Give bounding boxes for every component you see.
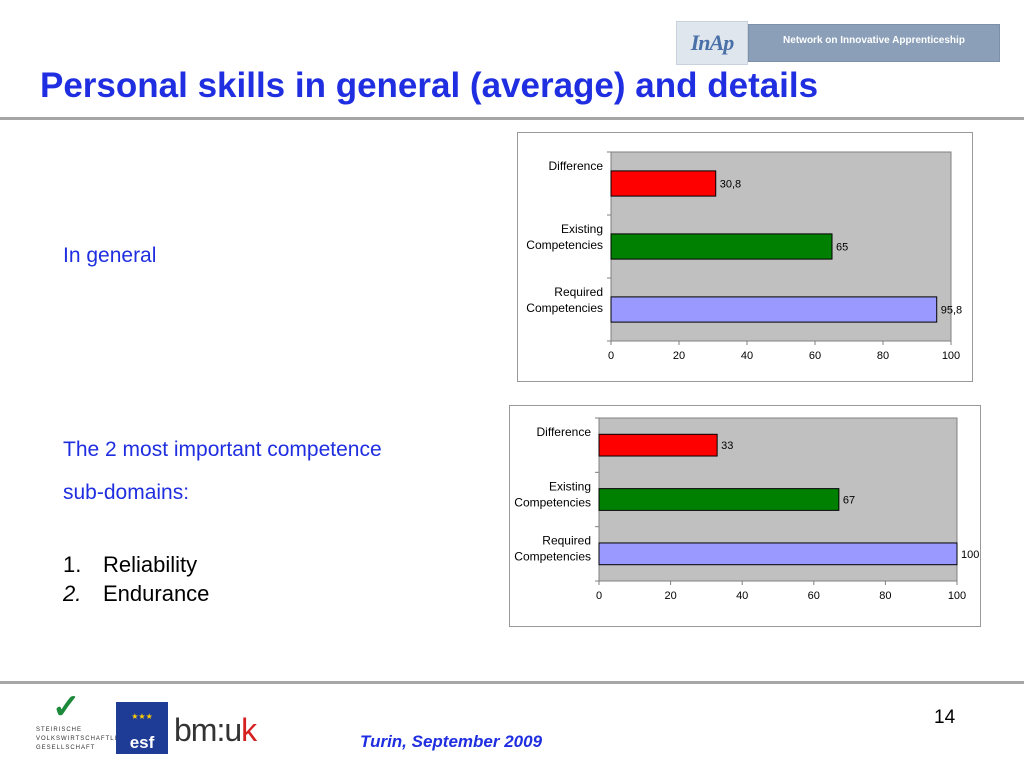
competence-subdomains-text: The 2 most important competence sub-doma… [63,428,448,514]
x-tick-label: 20 [664,590,676,602]
x-tick-label: 80 [877,350,889,362]
chart-svg: 30,8 Difference 65 Existing Competencies 95,8… [526,151,962,362]
data-label-0: 33 [721,440,733,452]
checkmark-icon: ✓ [52,688,81,726]
steirische-logo-text: STEIRISCHE VOLKSWIRTSCHAFTLICHE GESELLSC… [36,726,133,753]
esf-logo-text: esf [116,732,168,754]
steirische-line-2: VOLKSWIRTSCHAFTLICHE [36,736,133,742]
x-tick-label: 40 [736,590,748,602]
list-item: 2. Endurance [63,579,209,608]
x-tick-label: 100 [948,590,966,602]
bottom-divider [0,681,1024,684]
bar-0 [598,433,718,457]
bmuk-logo: bm:uk [174,712,257,749]
category-label-1: Existing Competencies [514,479,591,509]
network-banner-text: Network on Innovative Apprenticeship [783,35,965,46]
steirische-logo: ✓ STEIRISCHE VOLKSWIRTSCHAFTLICHE GESELL… [34,688,133,760]
data-label-1: 67 [843,495,855,507]
x-tick-label: 40 [741,350,753,362]
bar-2 [610,296,938,323]
in-general-label: In general [63,244,157,267]
bmuk-logo-k: k [241,712,257,748]
bar-1 [598,488,840,511]
data-label-0: 30,8 [720,179,741,191]
bar-1 [610,233,833,260]
list-item-number: 1. [63,552,82,577]
list-item-number: 2. [63,581,82,606]
category-label-0: Difference [537,425,592,439]
top-divider [0,117,1024,120]
chart-svg: 33 Difference 67 Existing Competencies 100 Req… [514,417,979,602]
x-tick-label: 0 [608,350,614,362]
x-tick-label: 80 [879,590,891,602]
list-item: 1. Reliability [63,550,209,579]
bar-2 [598,542,958,566]
category-label-1: Existing Competencies [526,222,603,252]
inap-logo: InAp [676,21,748,65]
inap-logo-text: InAp [690,30,734,55]
page-number: 14 [934,707,956,728]
steirische-line-3: GESELLSCHAFT [36,745,96,751]
list-item-label: Reliability [103,552,198,577]
x-tick-label: 60 [809,350,821,362]
data-label-1: 65 [836,242,848,254]
bmuk-logo-main: bm:u [174,712,242,748]
chart-subdomains: 33 Difference 67 Existing Competencies 100 Req… [509,405,981,627]
steirische-line-1: STEIRISCHE [36,727,83,733]
category-label-2: Required Competencies [526,285,603,315]
data-label-2: 100 [961,549,979,561]
data-label-2: 95,8 [941,305,962,317]
slide-title: Personal skills in general (average) and… [40,66,819,105]
chart-general: 30,8 Difference 65 Existing Competencies 95,8… [517,132,973,382]
competence-line-1: The 2 most important competence [63,438,382,461]
bar-0 [610,170,717,197]
x-tick-label: 0 [596,590,602,602]
list-item-label: Endurance [103,581,210,606]
x-tick-label: 60 [808,590,820,602]
category-label-2: Required Competencies [514,534,591,564]
competence-line-2: sub-domains: [63,481,190,504]
x-tick-label: 100 [942,350,960,362]
network-banner: Network on Innovative Apprenticeship [748,24,1000,62]
category-label-0: Difference [549,159,604,173]
eu-flag-icon: ★★★ [116,702,168,732]
x-tick-label: 20 [673,350,685,362]
subdomain-list: 1. Reliability 2. Endurance [63,550,209,608]
footer-location-date: Turin, September 2009 [360,732,543,751]
esf-logo: ★★★ esf [116,702,168,754]
